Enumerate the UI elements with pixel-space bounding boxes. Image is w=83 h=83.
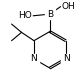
Text: HO: HO: [19, 11, 32, 20]
Text: OH: OH: [61, 2, 75, 11]
Text: N: N: [63, 54, 70, 63]
Text: N: N: [31, 54, 37, 63]
Text: B: B: [47, 10, 53, 19]
